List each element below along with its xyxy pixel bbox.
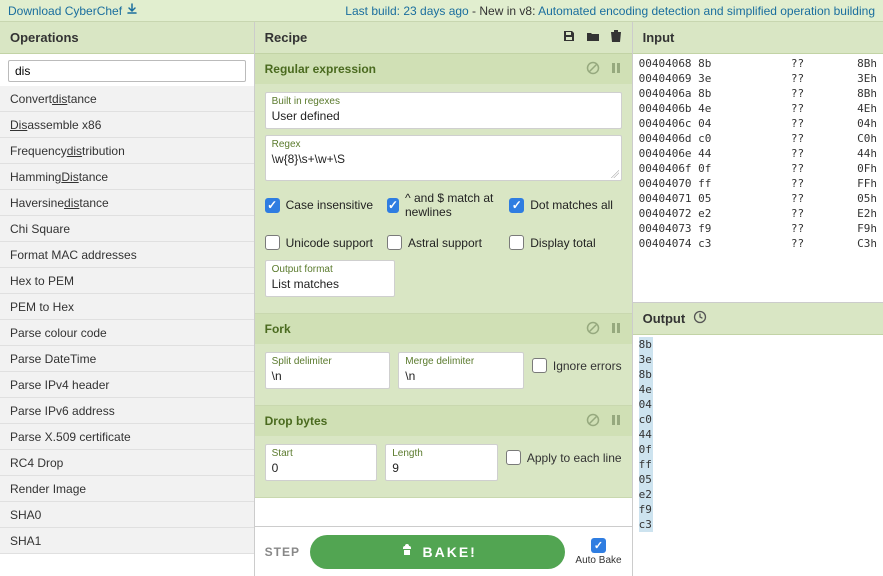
input-title: Input — [643, 30, 675, 45]
builtins-field[interactable]: Built in regexes User defined — [265, 92, 622, 129]
chef-icon — [399, 542, 415, 561]
pause-icon[interactable] — [610, 413, 622, 430]
check-unicode[interactable]: Unicode support — [265, 235, 377, 250]
check-case-insensitive[interactable]: Case insensitive — [265, 191, 377, 219]
output-byte: c3 — [639, 517, 653, 532]
output-byte: 44 — [639, 427, 653, 442]
operation-item[interactable]: Disassemble x86 — [0, 112, 254, 138]
check-multiline[interactable]: ^ and $ match at newlines — [387, 191, 499, 219]
recipe-panel: Recipe Regular expression Built in regex… — [255, 22, 633, 576]
regex-field[interactable]: Regex \w{8}\s+\w+\S — [265, 135, 622, 181]
output-byte: 3e — [639, 352, 653, 367]
news-bar: Last build: 23 days ago - New in v8: Aut… — [345, 4, 875, 18]
output-byte: c0 — [639, 412, 653, 427]
operation-item[interactable]: PEM to Hex — [0, 294, 254, 320]
disable-icon[interactable] — [586, 321, 600, 338]
output-format-field[interactable]: Output format List matches — [265, 260, 395, 297]
pause-icon[interactable] — [610, 61, 622, 78]
output-byte: 04 — [639, 397, 653, 412]
length-field[interactable]: Length 9 — [385, 444, 498, 481]
output-byte: ff — [639, 457, 653, 472]
operation-item[interactable]: Parse IPv6 address — [0, 398, 254, 424]
operation-item[interactable]: Parse X.509 certificate — [0, 424, 254, 450]
operation-item[interactable]: Convert distance — [0, 86, 254, 112]
operation-item[interactable]: Format MAC addresses — [0, 242, 254, 268]
output-body[interactable]: 8b3e8b4e04c0440fff05e2f9c3 — [633, 335, 883, 576]
disable-icon[interactable] — [586, 413, 600, 430]
disable-icon[interactable] — [586, 61, 600, 78]
output-byte: e2 — [639, 487, 653, 502]
operation-item[interactable]: Parse colour code — [0, 320, 254, 346]
news-link-a[interactable]: Automated encoding detection — [538, 4, 700, 18]
io-panel: Input 00404068 8b ?? 8Bh 00404069 3e ?? … — [633, 22, 883, 576]
recipe-footer: STEP BAKE! Auto Bake — [255, 526, 632, 576]
output-byte: 8b — [639, 367, 653, 382]
op-fork-title[interactable]: Fork — [255, 314, 632, 344]
input-header: Input — [633, 22, 883, 54]
bake-button[interactable]: BAKE! — [310, 535, 565, 569]
split-delim-field[interactable]: Split delimiter \n — [265, 352, 391, 389]
output-byte: f9 — [639, 502, 653, 517]
apply-each-check[interactable]: Apply to each line — [506, 450, 622, 465]
resize-handle-icon[interactable] — [611, 170, 619, 178]
recipe-header: Recipe — [255, 22, 632, 54]
download-icon — [126, 3, 138, 18]
output-header: Output — [633, 303, 883, 335]
step-button[interactable]: STEP — [265, 545, 300, 559]
top-bar: Download CyberChef Last build: 23 days a… — [0, 0, 883, 22]
operation-item[interactable]: SHA1 — [0, 528, 254, 554]
op-drop-bytes: Drop bytes Start 0 Length 9 — [255, 406, 632, 498]
output-section: Output 8b3e8b4e04c0440fff05e2f9c3 — [633, 302, 883, 576]
operation-item[interactable]: SHA0 — [0, 502, 254, 528]
op-regex: Regular expression Built in regexes User… — [255, 54, 632, 314]
operation-item[interactable]: Render Image — [0, 476, 254, 502]
operation-item[interactable]: Hex to PEM — [0, 268, 254, 294]
operation-item[interactable]: Hamming Distance — [0, 164, 254, 190]
trash-icon[interactable] — [610, 29, 622, 46]
check-astral[interactable]: Astral support — [387, 235, 499, 250]
download-label: Download CyberChef — [8, 4, 122, 18]
operation-item[interactable]: Parse DateTime — [0, 346, 254, 372]
operation-item[interactable]: Parse IPv4 header — [0, 372, 254, 398]
start-field[interactable]: Start 0 — [265, 444, 378, 481]
output-byte: 0f — [639, 442, 653, 457]
operations-list: Convert distanceDisassemble x86Frequency… — [0, 86, 254, 576]
output-title: Output — [643, 311, 686, 326]
operation-item[interactable]: Chi Square — [0, 216, 254, 242]
autobake-checkbox — [591, 538, 606, 553]
operation-item[interactable]: Frequency distribution — [0, 138, 254, 164]
operations-panel: Operations Convert distanceDisassemble x… — [0, 22, 255, 576]
operation-item[interactable]: Haversine distance — [0, 190, 254, 216]
save-icon[interactable] — [562, 29, 576, 46]
output-byte: 8b — [639, 337, 653, 352]
recipe-title: Recipe — [265, 30, 308, 45]
recipe-body: Regular expression Built in regexes User… — [255, 54, 632, 526]
operation-item[interactable]: RC4 Drop — [0, 450, 254, 476]
op-regex-title[interactable]: Regular expression — [255, 54, 632, 84]
input-section: Input 00404068 8b ?? 8Bh 00404069 3e ?? … — [633, 22, 883, 302]
operations-title: Operations — [10, 30, 79, 45]
operations-search-wrap — [0, 54, 254, 86]
ignore-errors-check[interactable]: Ignore errors — [532, 358, 622, 373]
operations-header: Operations — [0, 22, 254, 54]
news-link-b[interactable]: simplified operation building — [727, 4, 875, 18]
pause-icon[interactable] — [610, 321, 622, 338]
input-body[interactable]: 00404068 8b ?? 8Bh 00404069 3e ?? 3Eh 00… — [633, 54, 883, 302]
clock-icon[interactable] — [693, 310, 707, 327]
download-link[interactable]: Download CyberChef — [8, 3, 138, 18]
check-display-total[interactable]: Display total — [509, 235, 621, 250]
op-fork: Fork Split delimiter \n Merge delimiter … — [255, 314, 632, 406]
check-dotall[interactable]: Dot matches all — [509, 191, 621, 219]
output-byte: 05 — [639, 472, 653, 487]
autobake-toggle[interactable]: Auto Bake — [575, 538, 621, 566]
folder-icon[interactable] — [586, 29, 600, 46]
output-byte: 4e — [639, 382, 653, 397]
op-drop-title[interactable]: Drop bytes — [255, 406, 632, 436]
merge-delim-field[interactable]: Merge delimiter \n — [398, 352, 524, 389]
operations-search-input[interactable] — [8, 60, 246, 82]
